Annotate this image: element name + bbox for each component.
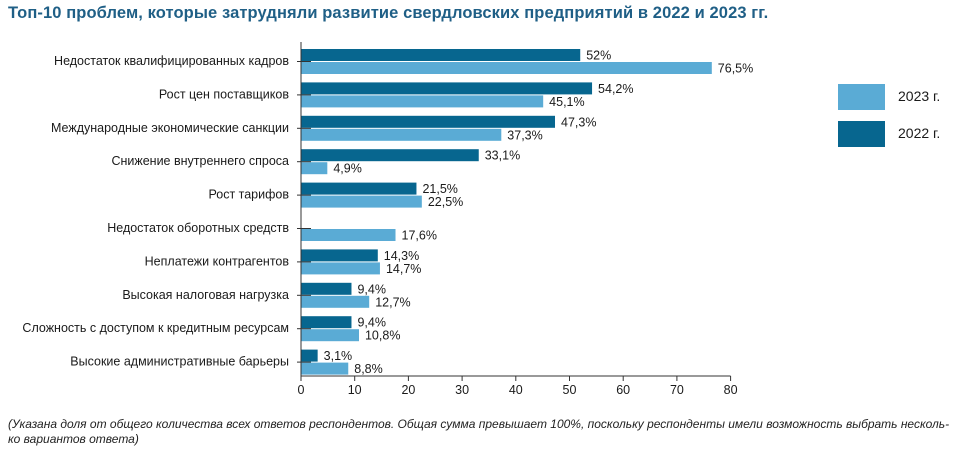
bar-2023 — [301, 262, 380, 275]
legend-item-2023: 2023 г. — [838, 84, 957, 110]
bar-2022 — [301, 182, 417, 195]
x-tick-label: 70 — [670, 383, 684, 397]
data-label-2022: 9,4% — [357, 316, 386, 330]
page-title: Топ-10 проблем, которые затрудняли разви… — [8, 4, 769, 22]
data-label-2022: 47,3% — [561, 115, 596, 129]
data-label-2022: 3,1% — [324, 349, 353, 363]
data-label-2023: 45,1% — [549, 95, 584, 109]
category-label: Высокие административные барьеры — [70, 355, 289, 369]
bar-2023 — [301, 62, 712, 74]
bar-2022 — [301, 316, 352, 329]
bar-2023 — [301, 128, 502, 141]
category-label: Недостаток оборотных средств — [107, 221, 289, 235]
x-tick-label: 0 — [298, 383, 305, 397]
bar-2022 — [301, 249, 378, 262]
bar-2023 — [301, 295, 370, 308]
data-label-2022: 33,1% — [485, 149, 520, 163]
legend-swatch-2022 — [838, 121, 885, 147]
x-tick-label: 60 — [616, 383, 630, 397]
x-tick-label: 40 — [509, 383, 523, 397]
x-tick-label: 10 — [348, 383, 362, 397]
category-label: Высокая налоговая нагрузка — [122, 288, 289, 302]
data-label-2022: 54,2% — [598, 82, 633, 96]
x-tick-label: 50 — [563, 383, 577, 397]
category-label: Сложность с доступом к кредитным ресурса… — [22, 321, 289, 335]
x-tick-label: 30 — [455, 383, 469, 397]
data-label-2022: 52% — [586, 49, 611, 63]
x-tick-label: 20 — [401, 383, 415, 397]
data-label-2023: 4,9% — [333, 162, 362, 176]
bar-2023 — [301, 195, 422, 208]
data-label-2022: 21,5% — [422, 182, 457, 196]
bar-2022 — [301, 149, 479, 162]
bar-2022 — [301, 282, 352, 295]
legend-swatch-2023 — [838, 84, 885, 110]
data-label-2023: 76,5% — [718, 62, 753, 76]
legend-item-2022: 2022 г. — [838, 121, 957, 147]
bar-2023 — [301, 329, 359, 342]
data-label-2023: 37,3% — [507, 128, 542, 142]
bar-2022 — [301, 49, 581, 61]
bar-2023 — [301, 95, 544, 108]
bar-2022 — [301, 115, 556, 128]
bar-2022 — [301, 349, 318, 362]
footnote: (Указана доля от общего количества всех … — [8, 417, 950, 446]
data-label-2023: 10,8% — [365, 329, 400, 343]
bar-2023 — [301, 362, 349, 375]
data-label-2022: 14,3% — [384, 249, 419, 263]
category-label: Неплатежи контрагентов — [145, 254, 290, 268]
data-label-2023: 12,7% — [375, 295, 410, 309]
legend-label-2023: 2023 г. — [898, 88, 941, 104]
data-label-2022: 9,4% — [357, 282, 386, 296]
data-label-2023: 14,7% — [386, 262, 421, 276]
data-label-2023: 22,5% — [428, 195, 463, 209]
x-tick-label: 80 — [724, 383, 738, 397]
category-label: Рост тарифов — [208, 188, 289, 202]
bar-2023 — [301, 229, 396, 241]
data-label-2023: 8,8% — [354, 362, 383, 376]
category-label: Недостаток квалифицированных кадров — [54, 54, 289, 68]
data-label-2023: 17,6% — [402, 229, 437, 243]
category-label: Снижение внутреннего спроса — [111, 154, 289, 168]
bar-2022 — [301, 82, 593, 95]
category-label: Рост цен поставщиков — [159, 87, 290, 101]
legend-label-2022: 2022 г. — [898, 125, 941, 141]
category-label: Международные экономические санкции — [51, 121, 289, 135]
bar-2023 — [301, 162, 328, 175]
